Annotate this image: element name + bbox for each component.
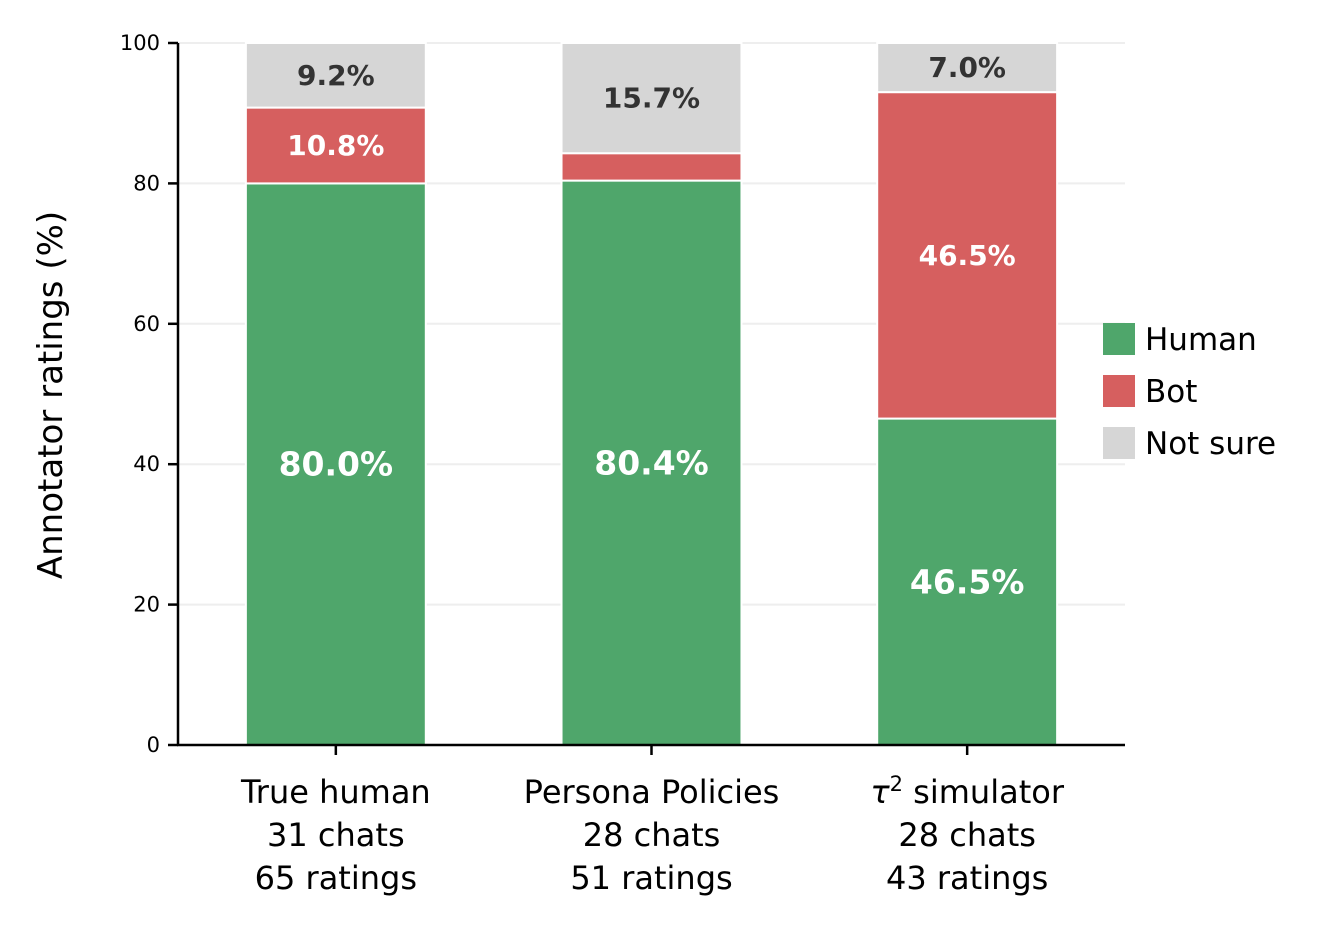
data-label-not-sure-2: 7.0% <box>928 51 1006 84</box>
data-label-not-sure-0: 9.2% <box>297 59 375 92</box>
legend-swatch-bot <box>1103 375 1135 407</box>
data-label-not-sure-1: 15.7% <box>603 82 700 115</box>
x-tick-label-0: True human <box>240 773 431 811</box>
legend-swatch-not-sure <box>1103 427 1135 459</box>
bar-segment-bot-0 <box>244 106 427 185</box>
y-ticks: 0 20 40 60 80 100 <box>120 31 178 757</box>
bar-segment-bot-2 <box>876 91 1059 420</box>
bar-segment-human-0 <box>244 182 427 746</box>
data-label-human-0: 80.0% <box>279 445 394 484</box>
bars: 80.0% 10.8% 9.2% 80.4% 15.7% 46.5% 46.5% 7.0% <box>244 42 1059 747</box>
x-tick-chats-0: 31 chats <box>267 816 405 854</box>
bar-segment-not-sure-0 <box>244 42 427 109</box>
bar-segment-bot-1 <box>560 152 743 182</box>
legend-label-human: Human <box>1145 322 1257 358</box>
data-label-human-2: 46.5% <box>910 562 1025 601</box>
x-tick-label-2: τ2 simulator <box>870 772 1064 811</box>
data-label-human-1: 80.4% <box>594 443 709 482</box>
x-tick-ratings-0: 65 ratings <box>255 859 417 897</box>
data-label-bot-2: 46.5% <box>919 239 1016 272</box>
y-tick-label-2: 40 <box>133 452 160 476</box>
bar-segment-not-sure-2 <box>876 42 1059 94</box>
y-axis-label: Annotator ratings (%) <box>31 211 71 579</box>
x-tick-chats-2: 28 chats <box>898 816 1036 854</box>
y-tick-label-3: 60 <box>133 312 160 336</box>
x-tick-chats-1: 28 chats <box>583 816 721 854</box>
legend-label-not-sure: Not sure <box>1145 426 1276 462</box>
y-tick-label-5: 100 <box>120 31 160 55</box>
y-tick-label-4: 80 <box>133 171 160 195</box>
bar-segment-not-sure-1 <box>560 42 743 155</box>
category-name-rest-2: simulator <box>903 773 1065 811</box>
y-tick-label-1: 20 <box>133 593 160 617</box>
legend: Human Bot Not sure <box>1103 322 1276 462</box>
data-label-bot-0: 10.8% <box>287 129 384 162</box>
category-name-superscript-2: 2 <box>890 772 903 796</box>
legend-swatch-human <box>1103 323 1135 355</box>
y-tick-label-0: 0 <box>147 733 160 757</box>
x-tick-ratings-1: 51 ratings <box>570 859 732 897</box>
category-name-2: τ <box>870 773 890 811</box>
x-tick-label-1: Persona Policies <box>524 773 780 811</box>
legend-label-bot: Bot <box>1145 374 1197 410</box>
x-ticks: True human 31 chats 65 ratings Persona Poli… <box>240 745 1065 897</box>
x-tick-ratings-2: 43 ratings <box>886 859 1048 897</box>
